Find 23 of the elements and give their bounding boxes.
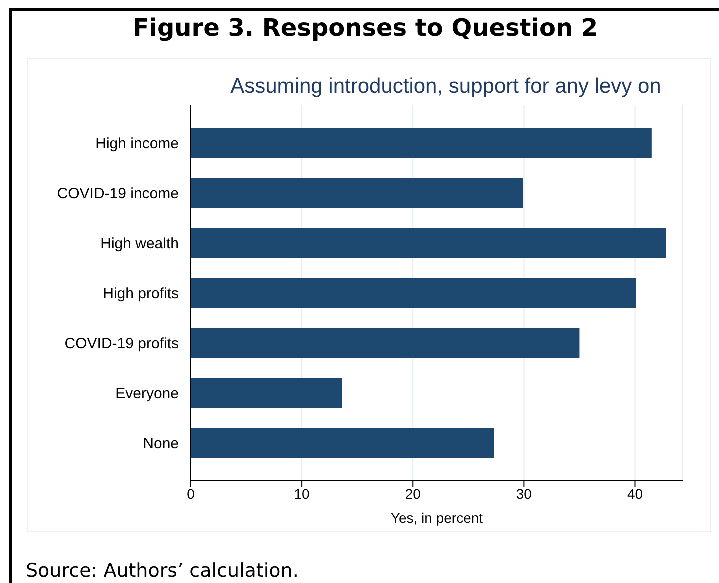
bar — [191, 378, 342, 408]
bar — [191, 278, 636, 308]
bar — [191, 428, 494, 458]
y-tick-label: Everyone — [116, 385, 179, 402]
chart-subtitle: Assuming introduction, support for any levy on — [230, 75, 662, 99]
y-tick-label: COVID-19 income — [57, 185, 179, 202]
x-tick-label: 10 — [294, 486, 310, 502]
y-tick-label: High profits — [103, 285, 179, 302]
x-tick-label: 30 — [516, 486, 532, 502]
bar — [191, 328, 580, 358]
bar — [191, 228, 666, 258]
bar — [191, 128, 652, 158]
y-tick-label: High income — [96, 135, 179, 152]
source-note: Source: Authors’ calculation. — [26, 560, 299, 582]
x-tick-label: 0 — [187, 486, 196, 502]
y-tick-label: High wealth — [100, 235, 179, 252]
y-tick-label: COVID-19 profits — [64, 335, 179, 352]
x-tick-label: 20 — [405, 486, 422, 502]
y-tick-label: None — [143, 435, 179, 452]
bar — [191, 178, 524, 208]
x-axis-title: Yes, in percent — [390, 510, 484, 526]
chart-title: Figure 3. Responses to Question 2 — [132, 14, 600, 42]
x-tick-label: 40 — [627, 486, 644, 502]
